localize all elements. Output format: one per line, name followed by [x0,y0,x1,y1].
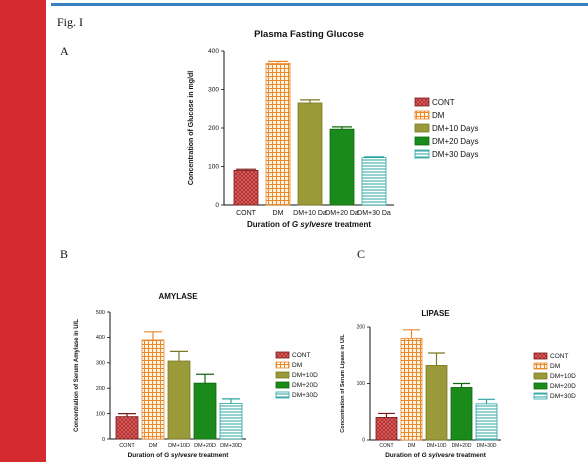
legend-swatch [414,149,430,159]
bar [193,382,217,440]
legend-swatch [414,97,430,107]
bar [297,102,323,206]
x-tick-label: CONT [119,443,135,449]
bar [167,360,191,440]
x-axis-label-part: G sylvesre [164,452,197,459]
x-axis-label-part: Duration of [385,452,421,459]
x-tick-label: DM [408,443,416,449]
red-side-bar [0,0,46,462]
legend-swatch [275,371,290,379]
x-tick-label: DM+20D [194,443,216,449]
bar [475,403,498,441]
legend-swatch [414,123,430,133]
x-axis-label: Duration of G sylvesre treatment [247,220,371,229]
legend-swatch [275,351,290,359]
x-axis-label: Duration of G sylvesre treatment [128,452,230,459]
chart-title: LIPASE [421,309,450,318]
legend-swatch [533,372,548,380]
x-tick-label: DM [149,443,158,449]
bar [265,62,291,206]
bar [425,365,448,441]
legend-swatch [275,381,290,389]
y-tick-label: 0 [362,438,365,444]
x-axis-label-part: G sylvesre [422,452,455,459]
bar [233,169,259,206]
chart-title: AMYLASE [158,292,198,301]
legend-label: DM+10 Days [432,124,478,133]
y-tick-label: 0 [102,437,105,443]
y-tick-label: 200 [208,125,219,132]
legend-label: DM [550,363,560,370]
x-axis-label-part: treatment [454,452,486,459]
panel-label-a: A [60,44,69,58]
x-tick-label: DM+20 Da [325,210,359,217]
x-tick-label: DM+20D [452,443,472,449]
y-axis-label: Concentration of Serum Amylase in U/L [74,319,80,432]
x-axis-label-part: treatment [332,220,371,229]
x-tick-label: DM+10 Da [293,210,327,217]
chart-title: Plasma Fasting Glucose [254,29,364,40]
y-tick-label: 200 [357,325,366,331]
bar [450,387,473,441]
legend-label: CONT [292,352,310,359]
y-tick-label: 0 [215,202,219,209]
y-tick-label: 100 [208,164,219,171]
panel-label-c: C [357,247,366,261]
legend-swatch [275,361,290,369]
x-tick-label: DM+30D [477,443,497,449]
bar [361,157,387,206]
y-tick-label: 400 [208,48,219,55]
x-tick-label: CONT [236,210,257,217]
y-tick-label: 400 [96,335,105,341]
x-axis-label-part: G sylvesre [292,220,333,229]
bar [219,403,243,440]
y-tick-label: 200 [96,386,105,392]
x-tick-label: DM+10D [427,443,447,449]
legend-label: DM+10D [550,373,576,380]
y-tick-label: 100 [96,411,105,417]
x-axis-label-part: Duration of [247,220,292,229]
x-tick-label: DM+30 Da [357,210,391,217]
bar [115,416,139,440]
legend-label: CONT [550,353,568,360]
figure-label: Fig. I [57,15,84,29]
legend-label: DM [432,111,445,120]
legend-label: DM+20D [550,383,576,390]
x-axis-label-part: Duration of [128,452,164,459]
panel-label-b: B [60,247,69,261]
bar [400,337,423,441]
x-axis-label-part: treatment [197,452,229,459]
legend-label: DM+20D [292,382,318,389]
figure-frame [51,3,588,462]
y-axis-label: Concentration of Serum Lipase in U/L [340,334,346,433]
legend-label: CONT [432,98,455,107]
legend-label: DM+30D [292,392,318,399]
y-tick-label: 500 [96,310,105,316]
legend-swatch [533,392,548,400]
legend-label: DM+30D [550,393,576,400]
legend-swatch [275,391,290,399]
bar [141,339,165,440]
x-axis-label: Duration of G sylvesre treatment [385,452,487,459]
legend-label: DM+10D [292,372,318,379]
y-axis-label: Concentration of Glucose in mg/dl [188,71,195,185]
bar [329,128,355,206]
y-tick-label: 300 [96,361,105,367]
legend-label: DM+20 Days [432,137,478,146]
legend-swatch [414,110,430,120]
legend-label: DM [292,362,302,369]
legend-label: DM+30 Days [432,150,478,159]
legend-swatch [533,352,548,360]
y-tick-label: 100 [357,381,366,387]
x-tick-label: DM+10D [168,443,190,449]
x-tick-label: DM+30D [220,443,242,449]
legend-swatch [533,382,548,390]
legend-swatch [414,136,430,146]
x-tick-label: DM [273,210,284,217]
y-tick-label: 300 [208,87,219,94]
legend-swatch [533,362,548,370]
x-tick-label: CONT [379,443,393,449]
bar [375,416,398,441]
